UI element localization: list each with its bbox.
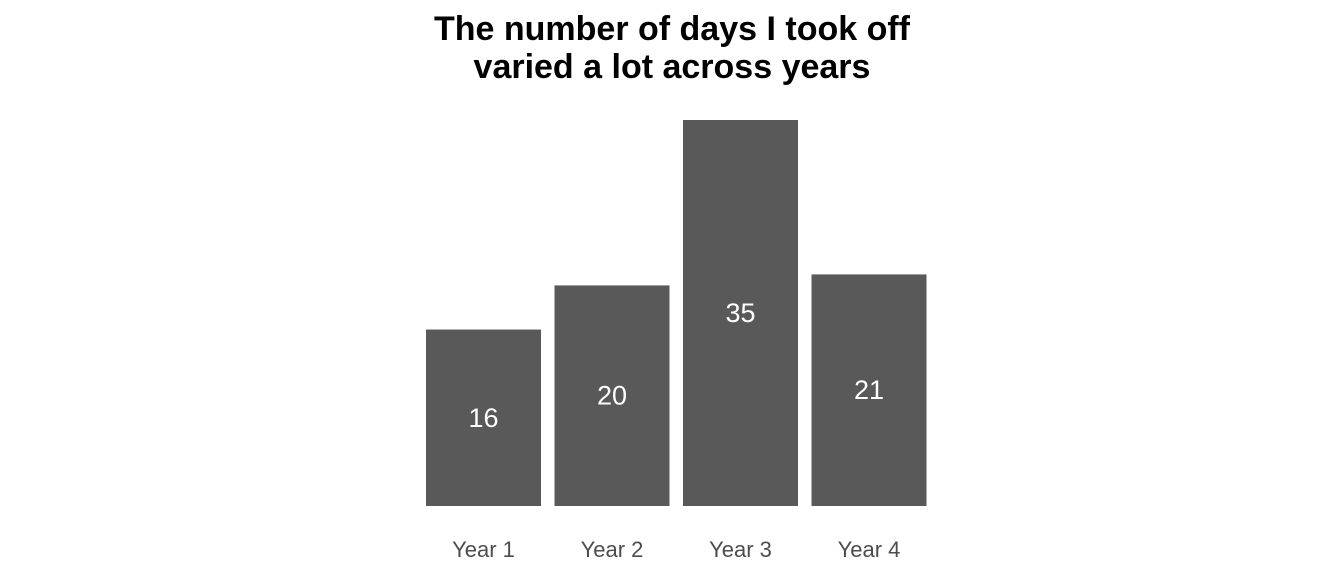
chart-title: The number of days I took off varied a l… [372, 10, 972, 86]
data-label-year-2: 20 [597, 381, 627, 411]
x-axis-tick-labels: Year 1 Year 2 Year 3 Year 4 [452, 537, 900, 562]
bar-year-4 [811, 274, 927, 506]
x-tick-year-1: Year 1 [452, 537, 515, 562]
data-labels-group: 16 20 35 21 [468, 298, 884, 433]
bar-year-3 [683, 120, 798, 506]
data-label-year-4: 21 [854, 375, 884, 405]
chart-title-line-2: varied a lot across years [473, 48, 871, 86]
x-tick-year-3: Year 3 [709, 537, 772, 562]
x-tick-year-2: Year 2 [581, 537, 644, 562]
bar-year-1 [426, 329, 541, 506]
bar-year-2 [554, 285, 670, 506]
data-label-year-3: 35 [725, 298, 755, 328]
data-label-year-1: 16 [468, 403, 498, 433]
x-tick-year-4: Year 4 [838, 537, 901, 562]
bars-group [426, 120, 927, 506]
chart-title-line-1: The number of days I took off [433, 10, 911, 48]
